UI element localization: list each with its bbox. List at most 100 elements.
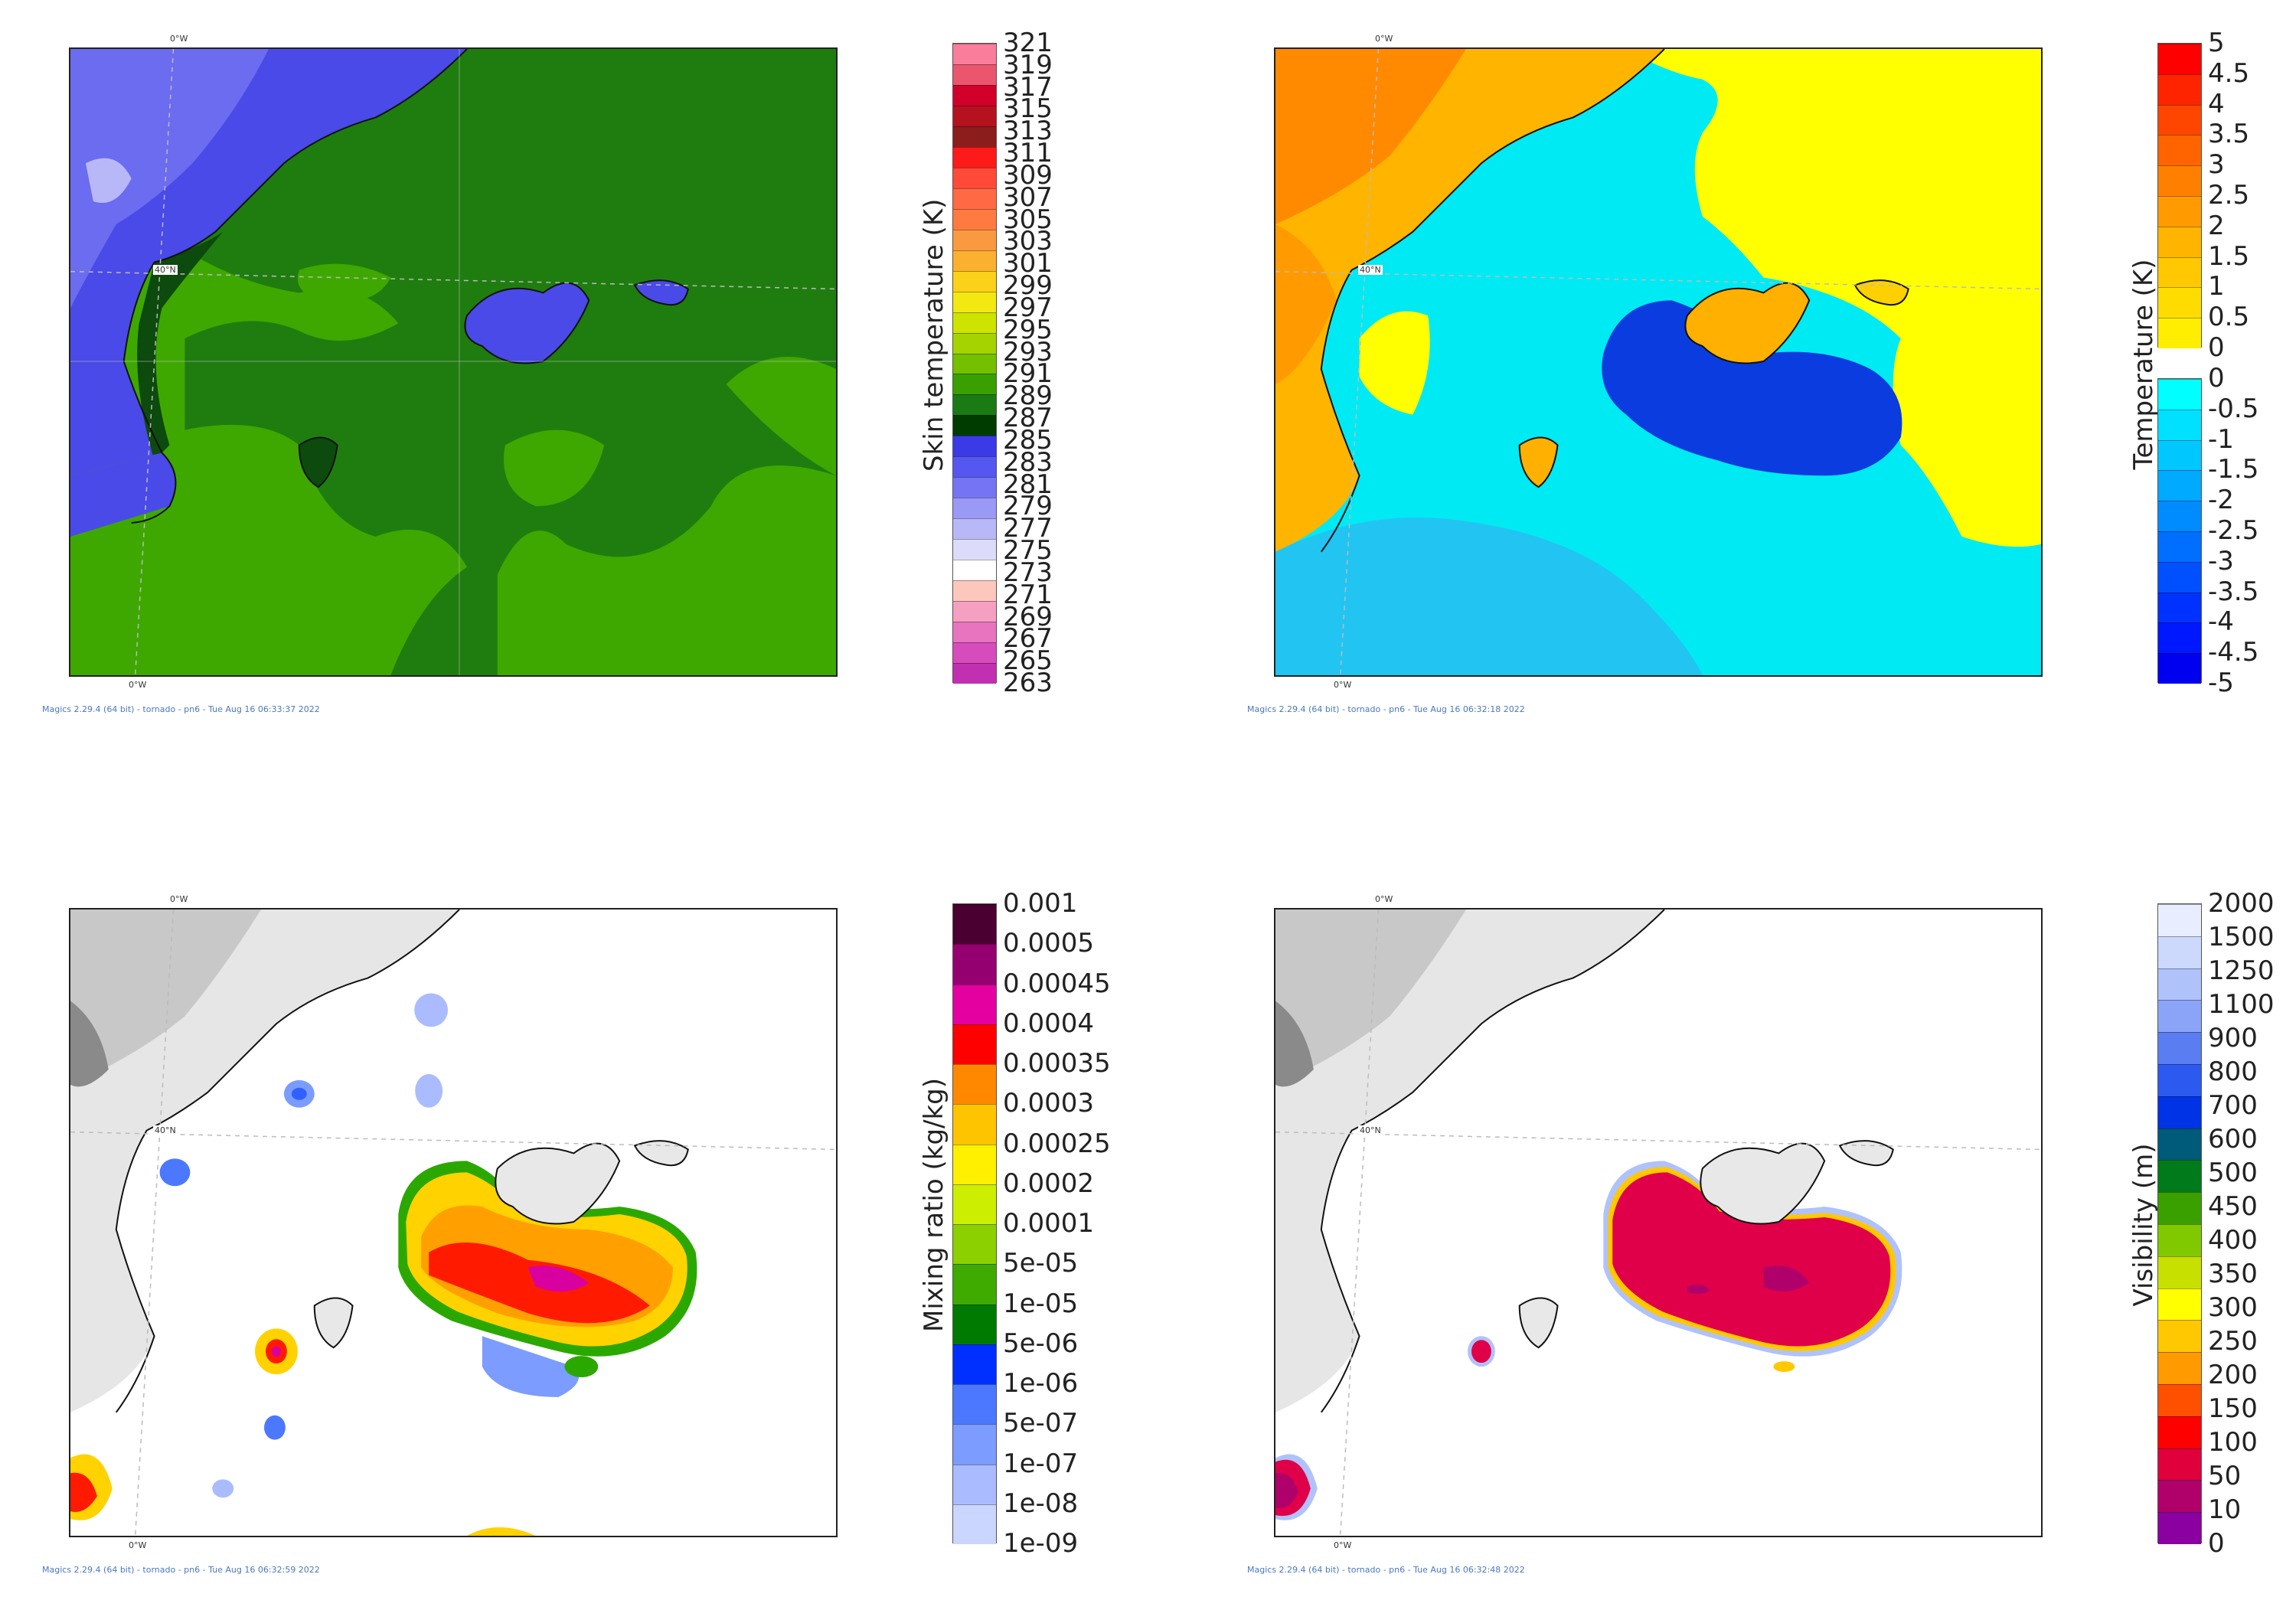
colorbar-swatch	[2158, 73, 2201, 105]
colorbar-tick-label: 0	[2208, 1528, 2225, 1559]
colorbar-tick-label: 0.0003	[1003, 1088, 1094, 1119]
colorbar-tick-label: 1100	[2208, 989, 2275, 1020]
colorbar-swatch	[953, 353, 996, 374]
colorbar-tick-label: 313	[1003, 116, 1053, 147]
colorbar-tick-label: 1500	[2208, 922, 2275, 952]
colorbar-swatch	[953, 332, 996, 354]
colorbar-tick-label: 250	[2208, 1326, 2258, 1357]
colorbar-tick-label: 2	[2208, 210, 2225, 241]
colorbar-tick-label: 1	[2208, 271, 2225, 302]
colorbar-swatch	[2158, 1032, 2201, 1064]
colorbar-tick-label: 289	[1003, 380, 1053, 412]
colorbar-swatch	[2158, 226, 2201, 257]
colorbar-tick-label: 0.5	[2208, 302, 2250, 333]
colorbar-tick-label: 0.0004	[1003, 1007, 1094, 1039]
footer-timestamp: Magics 2.29.4 (64 bit) - tornado - pn6 -…	[42, 1565, 320, 1575]
colorbar-title: Temperature (K)	[2128, 259, 2159, 470]
map-temperature-difference: 40°N	[1274, 47, 2043, 677]
colorbar-swatch	[2158, 561, 2201, 593]
colorbar-swatch	[953, 622, 996, 643]
colorbar-tick-label: 4.5	[2208, 57, 2250, 89]
map-visibility: 40°N	[1274, 908, 2043, 1537]
colorbar-tick-label: 10	[2208, 1494, 2242, 1525]
colorbar-tick-label: 265	[1003, 645, 1053, 677]
colorbar-swatch	[2158, 592, 2201, 623]
colorbar-swatch	[2158, 379, 2201, 410]
colorbar-tick-label: 1e-08	[1003, 1488, 1079, 1519]
colorbar-swatch	[2158, 1352, 2201, 1384]
colorbar-tick-label: 285	[1003, 424, 1053, 456]
colorbar-swatch	[2158, 1448, 2201, 1481]
colorbar-swatch	[953, 1344, 996, 1384]
colorbar-tick-label: 900	[2208, 1023, 2258, 1053]
colorbar-tick-label: 500	[2208, 1158, 2258, 1188]
colorbar-tick-label: 297	[1003, 292, 1053, 323]
colorbar-tick-label: 263	[1003, 668, 1053, 698]
colorbar-swatch	[953, 456, 996, 478]
colorbar-tick-label: 317	[1003, 71, 1053, 103]
colorbar-swatch	[2158, 256, 2201, 288]
colorbar-tick-label: 5e-05	[1003, 1248, 1079, 1279]
colorbar-swatch	[2158, 287, 2201, 318]
colorbar-swatch	[2158, 1416, 2201, 1448]
colorbar-title: Mixing ratio (kg/kg)	[919, 1077, 949, 1332]
colorbar-tick-label: 200	[2208, 1360, 2258, 1390]
colorbar-tick-label: 0.0005	[1003, 928, 1094, 959]
colorbar-swatch	[953, 250, 996, 271]
tdiff-field	[1275, 49, 2041, 675]
colorbar-tick-label: -0.5	[2208, 393, 2259, 424]
colorbar-swatch	[2158, 1320, 2201, 1353]
colorbar-tick-label: 2.5	[2208, 180, 2250, 211]
colorbar-tick-label: 273	[1003, 557, 1053, 588]
map-skin-temperature: 40°N	[69, 47, 838, 677]
footer-timestamp: Magics 2.29.4 (64 bit) - tornado - pn6 -…	[42, 704, 320, 714]
colorbar-tick-label: 321	[1003, 28, 1053, 58]
colorbar-swatch	[953, 642, 996, 664]
lon-label-bottom: 0°W	[1334, 1540, 1352, 1550]
colorbar-tick-label: 267	[1003, 623, 1053, 655]
vis-field	[1275, 910, 2041, 1536]
colorbar-tick-label: 295	[1003, 314, 1053, 345]
colorbar-swatch	[953, 984, 996, 1024]
lat-label: 40°N	[1358, 1125, 1383, 1135]
colorbar-tick-label: 1e-09	[1003, 1528, 1079, 1559]
colorbar-swatch	[953, 1464, 996, 1504]
lon-label-bottom: 0°W	[129, 680, 147, 690]
map-mixing-ratio: 40°N	[69, 908, 838, 1537]
colorbar-swatch	[2158, 1000, 2201, 1033]
colorbar-tick-label: 287	[1003, 403, 1053, 434]
colorbar-tick-label: -4	[2208, 606, 2234, 638]
colorbar-tick-label: 311	[1003, 138, 1053, 169]
colorbar-swatch	[953, 146, 996, 168]
colorbar-swatch	[2158, 1192, 2201, 1224]
colorbar-tick-label: 1e-06	[1003, 1368, 1079, 1399]
colorbar-tick-label: 279	[1003, 491, 1053, 522]
colorbar-swatch	[953, 1264, 996, 1305]
lat-label: 40°N	[153, 265, 178, 275]
colorbar-swatch	[953, 374, 996, 395]
colorbar-swatch	[953, 188, 996, 209]
colorbar-swatch	[953, 1224, 996, 1265]
colorbar-tick-label: 275	[1003, 535, 1053, 567]
colorbar-swatch	[953, 560, 996, 581]
colorbar-tick-label: 309	[1003, 159, 1053, 191]
footer-timestamp: Magics 2.29.4 (64 bit) - tornado - pn6 -…	[1247, 704, 1525, 714]
lon-label-top: 0°W	[170, 894, 188, 904]
colorbar-swatch	[2158, 1224, 2201, 1256]
colorbar-title: Visibility (m)	[2128, 1143, 2159, 1307]
colorbar-tick-label: -3	[2208, 545, 2234, 576]
colorbar-tick-label: 5e-06	[1003, 1328, 1079, 1359]
colorbar-swatch	[953, 1064, 996, 1105]
colorbar-swatch	[953, 394, 996, 416]
colorbar-swatch	[953, 44, 996, 64]
colorbar-swatch	[953, 580, 996, 602]
colorbar-tick-label: 1e-07	[1003, 1448, 1079, 1479]
colorbar-tick-label: -3.5	[2208, 576, 2259, 607]
colorbar-tick-label: 2000	[2208, 888, 2275, 919]
colorbar-tick-label: 1250	[2208, 955, 2275, 986]
colorbar-tick-label: 319	[1003, 49, 1053, 80]
colorbar-swatch	[953, 415, 996, 436]
colorbar-swatch	[2158, 196, 2201, 227]
colorbar-swatch	[953, 1104, 996, 1145]
colorbar-swatch	[953, 208, 996, 230]
